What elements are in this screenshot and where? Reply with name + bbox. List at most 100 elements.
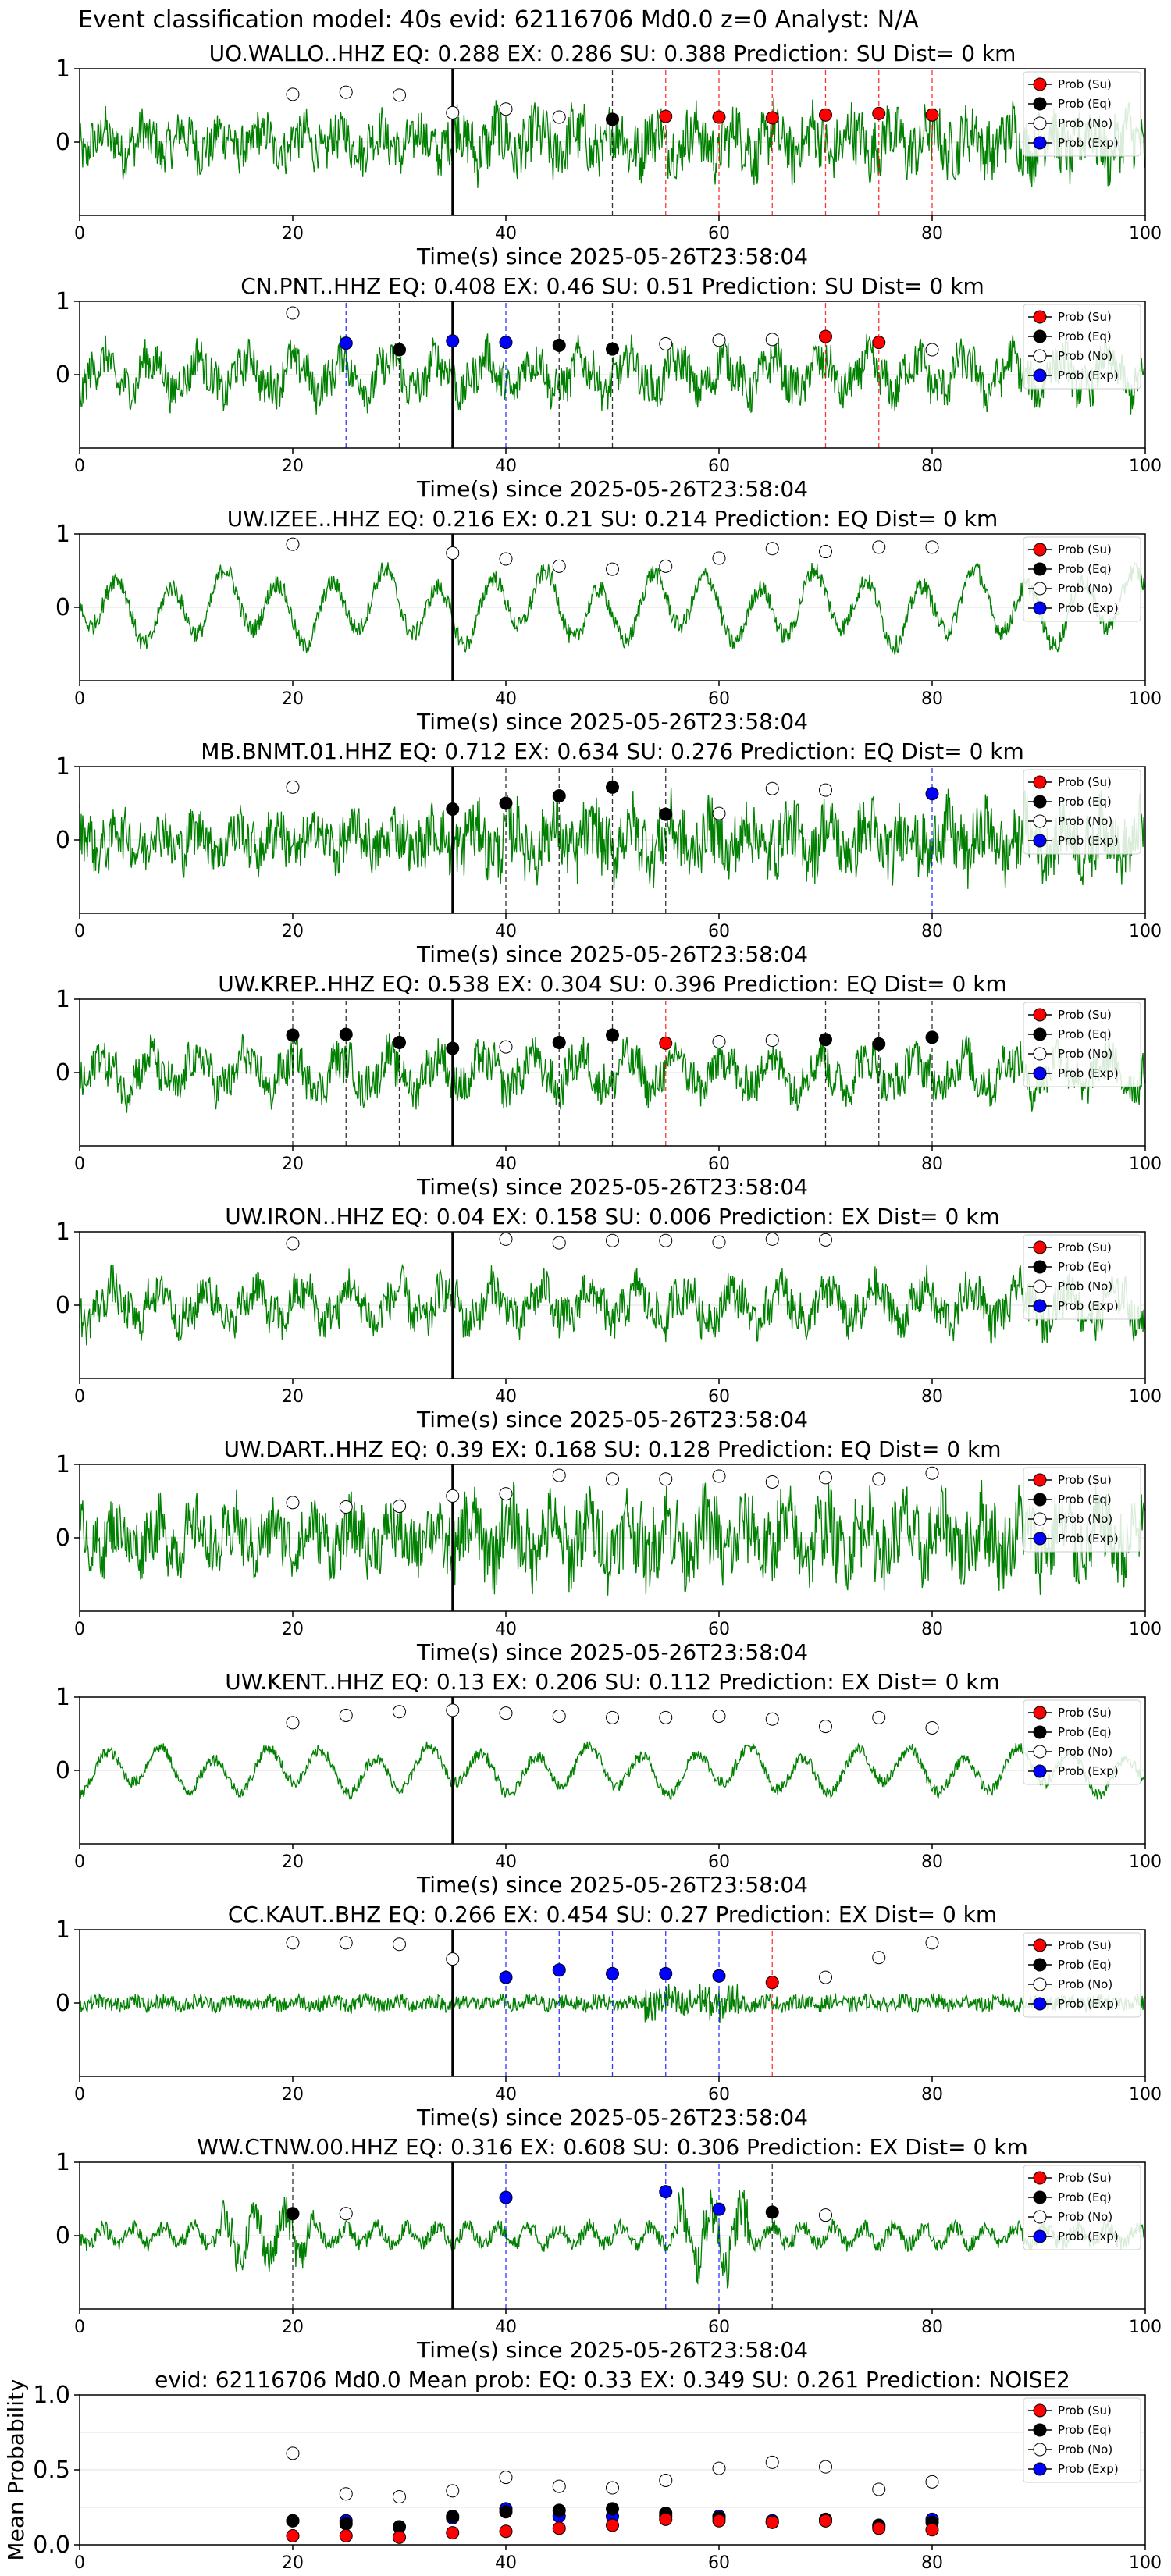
legend-marker xyxy=(1033,814,1047,828)
x-tick-label: 60 xyxy=(708,2318,730,2337)
mean-probability-point xyxy=(819,2460,832,2474)
x-tick-label: 80 xyxy=(921,2318,943,2337)
probability-point xyxy=(659,1472,673,1486)
legend-marker xyxy=(1033,795,1047,809)
legend-box xyxy=(1023,71,1141,157)
x-axis-label: Time(s) since 2025-05-26T23:58:04 xyxy=(416,1407,808,1432)
x-tick-label: 100 xyxy=(1129,457,1162,476)
y-tick-label: 0 xyxy=(55,1059,70,1087)
probability-point xyxy=(819,108,832,122)
station-panel: UW.DART..HHZ EQ: 0.39 EX: 0.168 SU: 0.12… xyxy=(55,1436,1162,1665)
x-tick-label: 100 xyxy=(1129,2318,1162,2337)
legend-label: Prob (Su) xyxy=(1058,1240,1112,1254)
summary-panel: evid: 62116706 Md0.0 Mean prob: EQ: 0.33… xyxy=(3,2367,1162,2573)
station-panel: UW.KREP..HHZ EQ: 0.538 EX: 0.304 SU: 0.3… xyxy=(55,971,1162,1200)
legend-marker xyxy=(1033,2443,1047,2457)
probability-point xyxy=(286,1028,300,1042)
probability-point xyxy=(499,1040,513,1054)
mean-probability-point xyxy=(393,2530,406,2544)
panel-title: CC.KAUT..BHZ EQ: 0.266 EX: 0.454 SU: 0.2… xyxy=(228,1902,997,1927)
station-panel: CC.KAUT..BHZ EQ: 0.266 EX: 0.454 SU: 0.2… xyxy=(55,1902,1162,2130)
legend-label: Prob (Eq) xyxy=(1058,1725,1112,1739)
x-tick-label: 40 xyxy=(495,2085,517,2105)
y-tick-label: 0 xyxy=(55,827,70,854)
mean-probability-point xyxy=(765,2455,779,2469)
probability-point xyxy=(712,806,726,820)
legend-marker xyxy=(1033,1047,1047,1061)
probability-point xyxy=(819,783,832,797)
legend-marker xyxy=(1033,1997,1047,2011)
mean-probability-point xyxy=(393,2490,406,2504)
y-tick-label: 1 xyxy=(55,1684,70,1711)
probability-point xyxy=(446,334,460,348)
mean-probability-point xyxy=(872,2521,886,2535)
probability-point xyxy=(552,1709,566,1723)
probability-point xyxy=(765,1976,779,1990)
x-tick-label: 60 xyxy=(708,922,730,941)
x-tick-label: 40 xyxy=(495,1620,517,1639)
legend-box xyxy=(1023,1002,1141,1087)
probability-point xyxy=(606,1710,619,1724)
waveform-trace xyxy=(79,1263,1145,1346)
legend-marker xyxy=(1033,1706,1047,1720)
mean-probability-point xyxy=(286,2514,300,2528)
legend-label: Prob (Exp) xyxy=(1058,1997,1119,2011)
probability-point xyxy=(552,110,566,124)
legend-label: Prob (Eq) xyxy=(1058,1958,1112,1972)
probability-point xyxy=(765,111,779,125)
x-tick-label: 20 xyxy=(282,1155,304,1174)
x-tick-label: 100 xyxy=(1129,1155,1162,1174)
x-tick-label: 40 xyxy=(495,689,517,709)
probability-point xyxy=(606,1233,619,1247)
mean-probability-point xyxy=(339,2528,353,2542)
probability-point xyxy=(712,1969,726,1983)
waveform-trace xyxy=(79,1741,1145,1800)
mean-probability-point xyxy=(339,2517,353,2531)
legend-box xyxy=(1023,1699,1141,1785)
y-tick-label: 1 xyxy=(55,2149,70,2176)
station-panel: UW.KENT..HHZ EQ: 0.13 EX: 0.206 SU: 0.11… xyxy=(55,1669,1162,1898)
waveform-trace xyxy=(79,1479,1145,1596)
legend-marker xyxy=(1033,1027,1047,1041)
x-tick-label: 0 xyxy=(74,922,85,941)
legend-marker xyxy=(1033,349,1047,363)
probability-point xyxy=(925,1936,939,1950)
legend-marker xyxy=(1033,2403,1047,2418)
probability-point xyxy=(393,1705,406,1719)
legend-marker xyxy=(1033,2229,1047,2243)
probability-point xyxy=(499,1487,513,1501)
legend-marker xyxy=(1033,2210,1047,2224)
legend-marker xyxy=(1033,1260,1047,1274)
probability-point xyxy=(872,1951,886,1965)
probability-point xyxy=(925,787,939,801)
legend-label: Prob (Eq) xyxy=(1058,2190,1112,2204)
mean-probability-point xyxy=(925,2475,939,2489)
legend-marker xyxy=(1033,2171,1047,2185)
legend-box xyxy=(1023,1932,1141,2018)
legend-label: Prob (No) xyxy=(1058,814,1112,828)
probability-point xyxy=(552,1963,566,1977)
legend-label: Prob (Eq) xyxy=(1058,795,1112,809)
legend-marker xyxy=(1033,1764,1047,1778)
legend-label: Prob (Eq) xyxy=(1058,97,1112,111)
x-tick-label: 0 xyxy=(74,689,85,709)
probability-point xyxy=(659,1036,673,1050)
probability-point xyxy=(393,343,406,357)
probability-point xyxy=(552,789,566,803)
legend-label: Prob (Exp) xyxy=(1058,1299,1119,1313)
legend-marker xyxy=(1033,562,1047,576)
panel-title: WW.CTNW.00.HHZ EQ: 0.316 EX: 0.608 SU: 0… xyxy=(197,2134,1027,2160)
probability-point xyxy=(499,1970,513,1984)
x-tick-label: 100 xyxy=(1129,1387,1162,1407)
x-tick-label: 20 xyxy=(282,922,304,941)
probability-point xyxy=(339,1936,353,1950)
x-axis-label: Time(s) since 2025-05-26T23:58:04 xyxy=(416,2105,808,2130)
legend-label: Prob (No) xyxy=(1058,1512,1112,1526)
station-panel: CN.PNT..HHZ EQ: 0.408 EX: 0.46 SU: 0.51 … xyxy=(55,273,1162,502)
probability-point xyxy=(925,1720,939,1735)
probability-point xyxy=(819,1720,832,1734)
legend-marker xyxy=(1033,834,1047,848)
probability-point xyxy=(872,336,886,350)
x-tick-label: 80 xyxy=(921,224,943,244)
probability-point xyxy=(925,108,939,122)
